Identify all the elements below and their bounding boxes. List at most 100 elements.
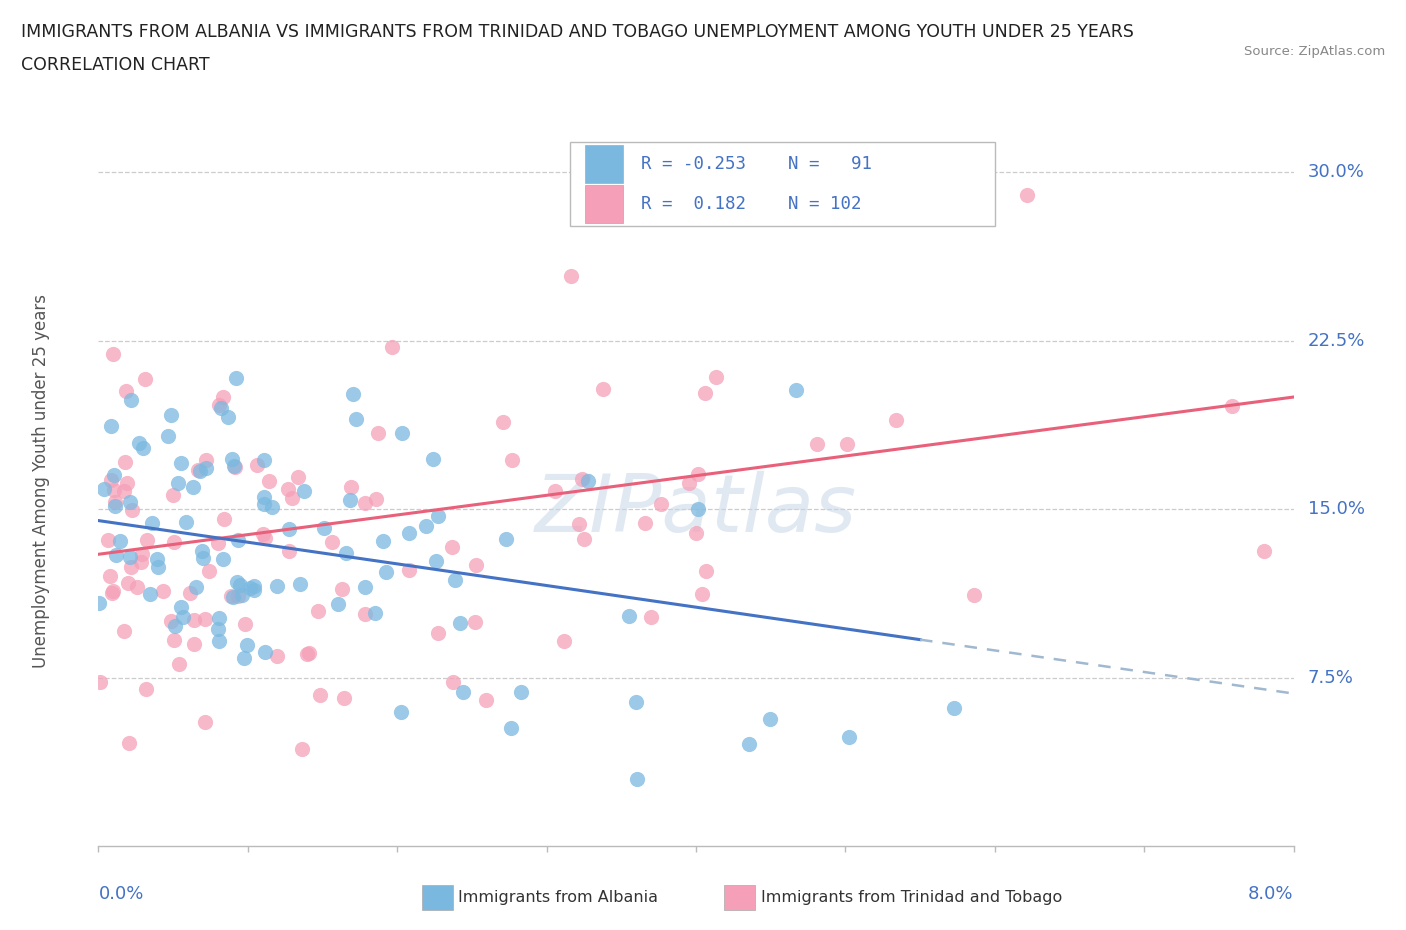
Point: [1017, 187, 1039, 202]
Text: CORRELATION CHART: CORRELATION CHART: [21, 56, 209, 73]
Point: [115, 475, 138, 490]
Point: [695, 564, 717, 578]
Point: [225, 370, 247, 385]
Point: [884, 412, 907, 427]
Point: [287, 470, 309, 485]
Point: [838, 730, 860, 745]
Point: [232, 651, 254, 666]
Text: 7.5%: 7.5%: [1308, 669, 1354, 687]
Point: [207, 621, 229, 636]
Point: [179, 586, 201, 601]
Point: [1253, 543, 1275, 558]
Point: [375, 565, 398, 579]
Text: IMMIGRANTS FROM ALBANIA VS IMMIGRANTS FROM TRINIDAD AND TOBAGO UNEMPLOYMENT AMON: IMMIGRANTS FROM ALBANIA VS IMMIGRANTS FR…: [21, 23, 1135, 41]
Point: [121, 502, 143, 517]
Point: [449, 616, 471, 631]
Point: [183, 613, 205, 628]
Point: [252, 526, 274, 541]
Point: [191, 551, 214, 565]
Point: [222, 458, 245, 473]
Point: [254, 531, 277, 546]
Point: [209, 400, 232, 415]
Point: [183, 636, 205, 651]
Point: [243, 582, 266, 597]
Point: [474, 693, 496, 708]
Point: [129, 555, 152, 570]
Point: [835, 436, 858, 451]
Point: [281, 490, 304, 505]
Point: [626, 772, 648, 787]
Point: [120, 494, 142, 509]
Point: [425, 553, 447, 568]
Point: [266, 648, 288, 663]
Point: [221, 451, 243, 466]
Point: [253, 452, 276, 467]
Point: [389, 705, 412, 720]
Point: [806, 437, 828, 452]
Point: [444, 573, 467, 588]
Point: [100, 418, 122, 433]
Point: [184, 579, 207, 594]
Point: [134, 372, 156, 387]
Point: [634, 515, 657, 530]
Point: [759, 711, 782, 726]
Point: [253, 489, 276, 504]
Point: [146, 551, 169, 566]
Point: [207, 610, 229, 625]
Point: [101, 346, 124, 361]
Point: [118, 550, 141, 565]
Point: [441, 674, 464, 689]
Point: [128, 435, 150, 450]
Point: [194, 460, 217, 475]
Point: [367, 426, 389, 441]
Point: [422, 452, 444, 467]
Point: [321, 535, 343, 550]
Point: [105, 548, 128, 563]
Point: [194, 612, 217, 627]
Point: [207, 633, 229, 648]
Point: [159, 408, 181, 423]
Point: [170, 455, 193, 470]
Point: [100, 586, 122, 601]
Point: [242, 579, 264, 594]
Point: [568, 517, 591, 532]
Point: [737, 737, 759, 751]
Point: [101, 584, 124, 599]
Point: [117, 736, 139, 751]
Point: [190, 463, 212, 478]
Point: [112, 483, 135, 498]
Point: [191, 543, 214, 558]
Point: [510, 685, 533, 700]
Point: [167, 475, 190, 490]
Point: [222, 590, 245, 604]
Point: [290, 741, 312, 756]
Point: [962, 588, 984, 603]
Point: [115, 384, 138, 399]
Point: [278, 544, 301, 559]
Point: [235, 617, 257, 631]
Point: [181, 479, 204, 494]
Point: [97, 533, 120, 548]
Point: [688, 501, 710, 516]
Point: [253, 644, 276, 659]
Point: [163, 618, 186, 633]
Point: [87, 595, 110, 610]
Point: [307, 604, 329, 618]
Point: [120, 392, 142, 407]
Point: [624, 695, 647, 710]
Point: [686, 467, 709, 482]
Point: [194, 452, 217, 467]
Point: [640, 610, 662, 625]
Point: [371, 534, 394, 549]
Point: [162, 487, 184, 502]
FancyBboxPatch shape: [585, 185, 623, 223]
Point: [678, 475, 700, 490]
Point: [440, 539, 463, 554]
Point: [381, 339, 404, 354]
Point: [560, 269, 582, 284]
Point: [224, 459, 246, 474]
Point: [576, 474, 599, 489]
Text: 8.0%: 8.0%: [1249, 885, 1294, 903]
Point: [339, 492, 361, 507]
Point: [292, 484, 315, 498]
